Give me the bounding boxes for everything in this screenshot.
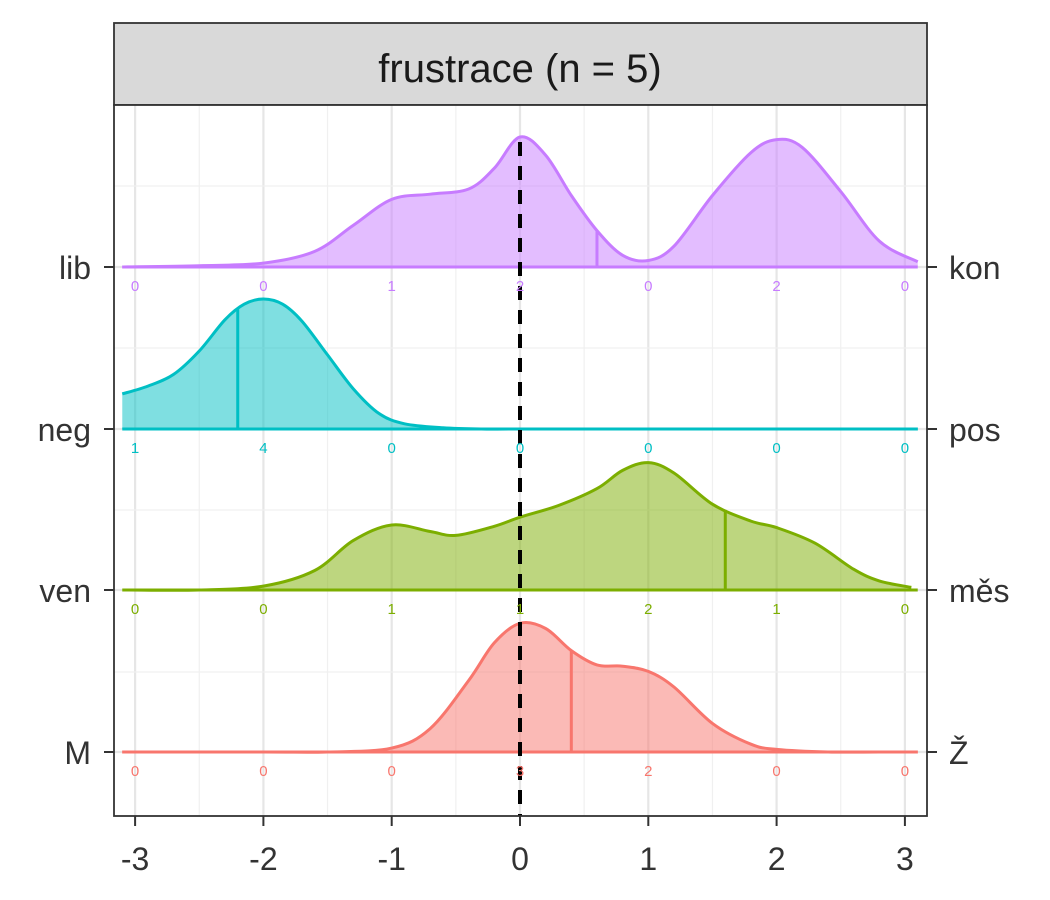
- count-label: 0: [131, 763, 139, 780]
- count-label: 0: [388, 440, 396, 457]
- y-tick-label-left: lib: [59, 250, 91, 286]
- count-label: 1: [772, 601, 780, 618]
- count-label: 0: [131, 601, 139, 618]
- count-label: 0: [516, 440, 524, 457]
- count-label: 3: [516, 763, 524, 780]
- facet-strip-title: frustrace (n = 5): [378, 47, 661, 91]
- x-tick-label: -2: [249, 841, 277, 877]
- facet-strip: [113, 22, 928, 106]
- y-tick-label-left: M: [64, 735, 91, 771]
- count-label: 2: [516, 278, 524, 295]
- density-area: [122, 299, 918, 430]
- count-labels: 0 0 1 2 0 2 0 1 4 0 0 0 0 0 0 0 1 1 2 1 0 0 0 0 3 2 0 0: [131, 278, 909, 780]
- count-label: 1: [388, 278, 396, 295]
- count-label: 0: [772, 763, 780, 780]
- count-label: 4: [259, 440, 267, 457]
- count-label: 0: [901, 601, 909, 618]
- count-label: 2: [644, 763, 652, 780]
- count-label: 1: [516, 601, 524, 618]
- y-tick-label-left: neg: [38, 412, 91, 448]
- count-label: 0: [901, 278, 909, 295]
- count-label: 0: [901, 440, 909, 457]
- x-tick-label: 0: [511, 841, 529, 877]
- count-label: 1: [388, 601, 396, 618]
- count-label: 0: [901, 763, 909, 780]
- y-tick-label-left: ven: [39, 573, 91, 609]
- count-label: 0: [772, 440, 780, 457]
- x-tick-label: -3: [121, 841, 149, 877]
- y-tick-label-right: pos: [949, 412, 1001, 448]
- x-tick-label: 3: [896, 841, 914, 877]
- count-label: 1: [131, 440, 139, 457]
- density-line: [128, 461, 912, 592]
- count-label: 0: [259, 763, 267, 780]
- y-tick-label-right: měs: [949, 573, 1009, 609]
- count-label: 0: [644, 278, 652, 295]
- density-line: [122, 620, 918, 754]
- density-line: [122, 135, 919, 269]
- count-label: 0: [131, 278, 139, 295]
- count-label: 0: [388, 763, 396, 780]
- count-label: 2: [772, 278, 780, 295]
- x-tick-label: -1: [377, 841, 405, 877]
- ridge-neg-pos: [121, 297, 918, 431]
- x-tick-label: 1: [639, 841, 657, 877]
- count-label: 2: [644, 601, 652, 618]
- axes: -3 -2 -1 0 1 2 3 lib kon neg pos ven měs M Ž: [38, 250, 1010, 877]
- x-tick-label: 2: [768, 841, 786, 877]
- y-tick-label-right: Ž: [949, 735, 969, 771]
- density-area: [122, 622, 918, 753]
- y-tick-label-right: kon: [949, 250, 1001, 286]
- count-label: 0: [644, 440, 652, 457]
- count-label: 0: [259, 278, 267, 295]
- count-label: 0: [259, 601, 267, 618]
